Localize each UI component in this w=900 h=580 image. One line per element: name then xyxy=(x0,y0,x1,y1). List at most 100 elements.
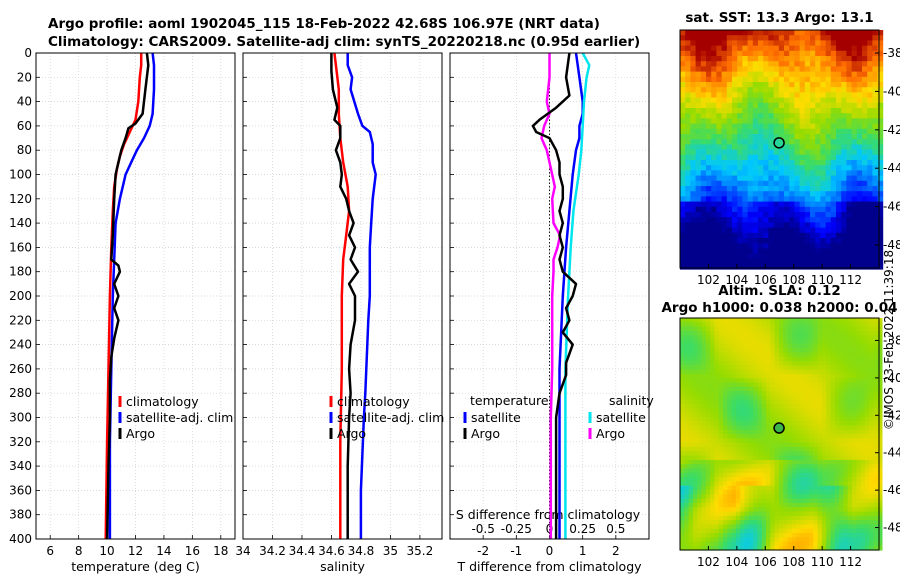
heatmap-cell xyxy=(851,144,858,150)
heatmap-cell xyxy=(723,335,728,340)
heatmap-cell xyxy=(796,365,801,370)
heatmap-cell xyxy=(867,212,873,218)
heatmap-cell xyxy=(737,196,743,202)
heatmap-cell xyxy=(846,102,852,109)
heatmap-cell xyxy=(839,434,844,439)
heatmap-cell xyxy=(757,348,763,353)
heatmap-cell xyxy=(706,30,712,36)
heatmap-cell xyxy=(809,451,814,456)
heatmap-cell xyxy=(723,520,728,525)
heatmap-cell xyxy=(700,35,707,41)
heatmap-cell xyxy=(680,56,686,62)
heatmap-cell xyxy=(761,455,767,461)
heatmap-cell xyxy=(742,206,748,213)
heatmap-cell xyxy=(768,92,774,98)
heatmap-cell xyxy=(856,232,863,239)
heatmap-cell xyxy=(714,356,720,362)
heatmap-cell xyxy=(770,369,775,375)
heatmap-cell xyxy=(684,533,689,538)
heatmap-cell xyxy=(688,416,694,422)
heatmap-cell xyxy=(851,108,858,114)
heatmap-cell xyxy=(701,511,707,517)
heatmap-cell xyxy=(735,416,741,422)
heatmap-cell xyxy=(706,227,712,234)
heatmap-cell xyxy=(864,494,870,499)
heatmap-cell xyxy=(680,212,686,218)
sst-map-panel: 102 104 106 108 110 112-38-40-42-44-46-48sat.… xyxy=(679,10,900,287)
heatmap-cell xyxy=(813,404,818,409)
heatmap-cell xyxy=(836,134,842,140)
heatmap-cell xyxy=(862,66,868,72)
heatmap-cell xyxy=(710,421,715,426)
heatmap-cell xyxy=(748,343,754,349)
heatmap-cell xyxy=(748,395,754,401)
heatmap-cell xyxy=(810,238,816,244)
heatmap-cell xyxy=(768,186,774,192)
heatmap-cell xyxy=(742,66,748,72)
heatmap-cell xyxy=(766,524,771,530)
heatmap-cell xyxy=(830,339,836,345)
heatmap-cell xyxy=(711,30,717,36)
heatmap-cell xyxy=(700,149,707,156)
heatmap-cell xyxy=(872,102,878,109)
heatmap-cell xyxy=(710,382,715,388)
heatmap-cell xyxy=(860,382,866,388)
heatmap-cell xyxy=(737,108,743,114)
heatmap-cell xyxy=(778,322,784,327)
heatmap-cell xyxy=(731,481,737,487)
heatmap-cell xyxy=(787,494,793,499)
heatmap-cell xyxy=(692,502,698,508)
heatmap-cell xyxy=(852,343,857,349)
heatmap-cell xyxy=(852,442,857,448)
heatmap-cell xyxy=(815,206,821,213)
heatmap-cell xyxy=(791,472,797,478)
heatmap-cell xyxy=(800,472,806,478)
heatmap-cell xyxy=(869,339,874,345)
heatmap-cell xyxy=(856,537,861,542)
heatmap-cell xyxy=(830,438,836,444)
heatmap-cell xyxy=(825,108,832,114)
heatmap-cell xyxy=(820,258,826,265)
heatmap-cell xyxy=(851,40,858,46)
heatmap-cell xyxy=(732,217,738,223)
heatmap-cell xyxy=(873,494,879,499)
heatmap-cell xyxy=(846,149,852,156)
heatmap-cell xyxy=(705,520,711,525)
heatmap-cell xyxy=(787,352,793,358)
heatmap-cell xyxy=(872,71,878,78)
heatmap-cell xyxy=(789,165,795,171)
heatmap-cell xyxy=(877,438,883,444)
heatmap-cell xyxy=(872,45,878,52)
heatmap-cell xyxy=(727,481,732,487)
heatmap-cell xyxy=(740,515,745,521)
heatmap-cell xyxy=(778,485,784,491)
heatmap-cell xyxy=(695,206,702,213)
heatmap-cell xyxy=(752,102,759,109)
heatmap-cell xyxy=(763,170,769,176)
heatmap-cell xyxy=(810,222,816,228)
heatmap-cell xyxy=(784,180,790,187)
heatmap-cell xyxy=(873,498,879,504)
heatmap-cell xyxy=(721,71,728,78)
heatmap-cell xyxy=(869,335,874,340)
heatmap-cell xyxy=(692,477,698,482)
heatmap-cell xyxy=(766,386,771,392)
heatmap-cell xyxy=(710,477,715,482)
heatmap-cell xyxy=(834,343,840,349)
heatmap-cell xyxy=(847,429,853,435)
heatmap-cell xyxy=(773,139,780,145)
heatmap-cell xyxy=(710,468,715,474)
heatmap-cell xyxy=(690,128,696,135)
heatmap-cell xyxy=(856,533,861,538)
heatmap-cell xyxy=(787,515,793,521)
heatmap-cell xyxy=(862,186,868,192)
heatmap-cell xyxy=(794,196,800,202)
heatmap-cell xyxy=(701,429,707,435)
heatmap-cell xyxy=(684,382,689,388)
heatmap-cell xyxy=(735,339,741,345)
heatmap-cell xyxy=(761,399,767,405)
heatmap-cell xyxy=(705,451,711,456)
heatmap-cell xyxy=(697,421,702,426)
heatmap-cell xyxy=(763,123,769,130)
heatmap-cell xyxy=(841,243,847,249)
